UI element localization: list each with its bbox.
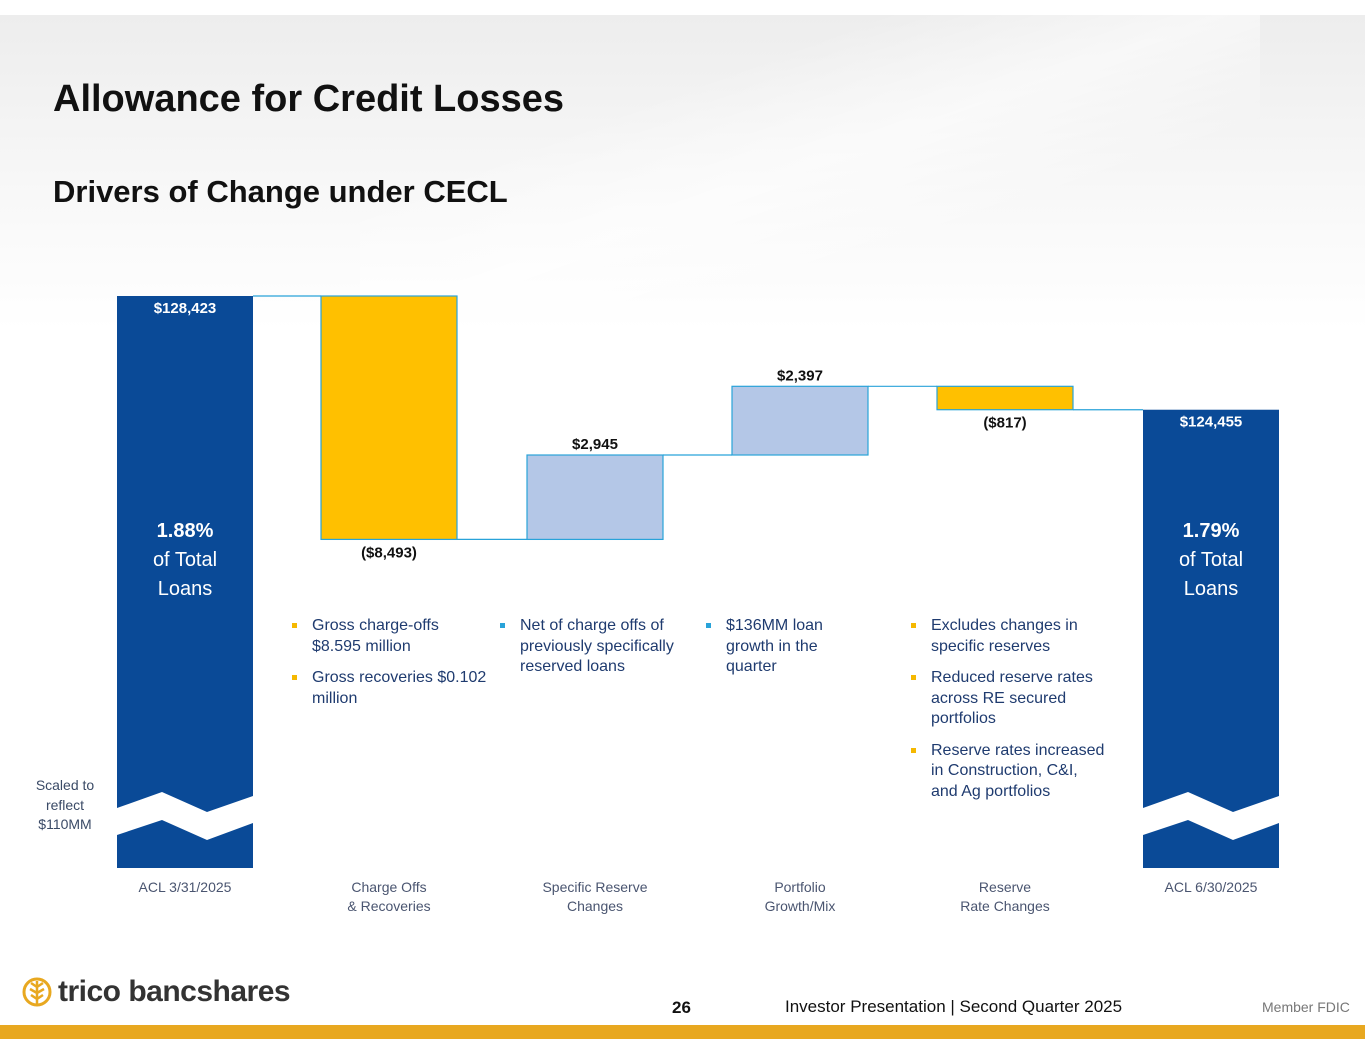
category-label: Changes — [567, 898, 623, 914]
bullet-square-icon — [292, 623, 297, 628]
category-label: Rate Changes — [960, 898, 1050, 914]
bullet-square-icon — [911, 623, 916, 628]
data-label: $128,423 — [154, 300, 217, 317]
annotation-text: $136MM loan growth in the quarter — [726, 617, 823, 675]
background-streak — [360, 15, 1260, 315]
annotation-item: Gross charge-offs $8.595 million — [288, 616, 488, 657]
annotation-item: Reserve rates increased in Construction,… — [907, 741, 1107, 803]
category-label: Portfolio — [774, 879, 826, 895]
increase-bar — [526, 454, 664, 541]
ratio-percent-label: 1.79% — [1183, 520, 1240, 542]
category-label: ACL 3/31/2025 — [139, 879, 232, 895]
bullet-square-icon — [706, 623, 711, 628]
ratio-percent-label: 1.88% — [157, 520, 214, 542]
annotation-item: Net of charge offs of previously specifi… — [496, 616, 686, 678]
annotation-text: Net of charge offs of previously specifi… — [520, 617, 674, 675]
category-label: Reserve — [979, 879, 1031, 895]
decrease-bar — [936, 385, 1074, 411]
page-number: 26 — [672, 998, 691, 1017]
scale-note: Scaled to reflect $110MM — [35, 777, 95, 832]
page-title: Allowance for Credit Losses — [53, 78, 565, 120]
annotation-text: Reserve rates increased in Construction,… — [931, 741, 1105, 800]
annotation-reserve-rate: Excludes changes in specific reserves Re… — [907, 616, 1107, 813]
annotation-text: Excludes changes in specific reserves — [931, 617, 1078, 655]
annotation-item: Excludes changes in specific reserves — [907, 616, 1107, 657]
data-label: $2,945 — [572, 436, 618, 453]
decrease-bar — [320, 295, 458, 541]
data-label: ($8,493) — [361, 544, 417, 561]
total-bar — [1143, 409, 1279, 868]
total-bar — [117, 296, 253, 868]
ratio-text-label: Loans — [1184, 578, 1239, 600]
annotation-specific-reserve: Net of charge offs of previously specifi… — [496, 616, 686, 689]
data-label: ($817) — [983, 415, 1026, 432]
axis-break-icon — [1143, 792, 1279, 840]
page-subtitle: Drivers of Change under CECL — [53, 174, 508, 209]
category-label: Charge Offs — [351, 879, 426, 895]
category-label: & Recoveries — [347, 898, 430, 914]
top-band — [0, 0, 1365, 15]
data-label: $2,397 — [777, 367, 823, 384]
company-logo: trico bancshares — [22, 975, 291, 1009]
category-label: Specific Reserve — [542, 879, 647, 895]
ratio-text-label: of Total — [153, 549, 217, 571]
increase-bar — [731, 385, 869, 456]
category-label: ACL 6/30/2025 — [1165, 879, 1258, 895]
annotation-text: Gross recoveries $0.102 million — [312, 669, 487, 707]
annotation-text: Gross charge-offs $8.595 million — [312, 617, 439, 655]
annotation-item: Reduced reserve rates across RE secured … — [907, 668, 1107, 730]
annotation-item: $136MM loan growth in the quarter — [702, 616, 852, 678]
ratio-text-label: Loans — [158, 578, 213, 600]
axis-break-icon — [117, 792, 253, 840]
annotation-portfolio-growth: $136MM loan growth in the quarter — [702, 616, 852, 689]
logo-text: trico bancshares — [58, 975, 291, 1008]
member-fdic: Member FDIC — [1262, 999, 1350, 1015]
wheat-logo-icon — [22, 977, 52, 1007]
bullet-square-icon — [292, 675, 297, 680]
data-label: $124,455 — [1180, 414, 1243, 431]
bullet-square-icon — [500, 623, 505, 628]
footer-bar — [0, 1025, 1365, 1039]
presentation-label: Investor Presentation | Second Quarter 2… — [785, 997, 1123, 1016]
bullet-square-icon — [911, 675, 916, 680]
bullet-square-icon — [911, 747, 916, 753]
annotation-charge-offs: Gross charge-offs $8.595 million Gross r… — [288, 616, 488, 720]
annotation-item: Gross recoveries $0.102 million — [288, 668, 488, 709]
ratio-text-label: of Total — [1179, 549, 1243, 571]
annotation-text: Reduced reserve rates across RE secured … — [931, 669, 1093, 727]
category-label: Growth/Mix — [765, 898, 836, 914]
